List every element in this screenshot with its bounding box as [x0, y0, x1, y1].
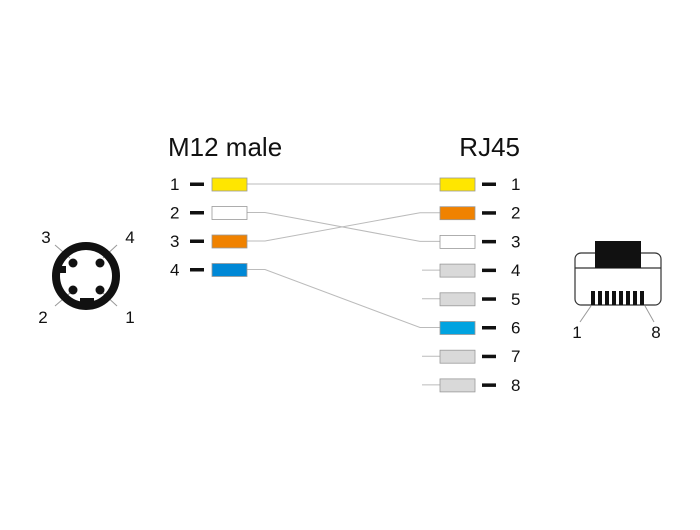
rj45-wire-color-box — [439, 206, 476, 221]
wires — [247, 183, 440, 386]
m12-pin-dash — [190, 268, 204, 272]
m12-pin-number: 4 — [170, 261, 179, 280]
rj45-wire-color-box — [439, 177, 476, 192]
rj45-wire-color-box — [439, 378, 476, 393]
m12-pin-2: 2 — [170, 204, 248, 223]
wire-m12-4-to-rj45-6 — [247, 269, 440, 328]
rj45-contact — [640, 291, 644, 305]
rj45-pin-number: 7 — [511, 347, 520, 366]
rj45-pin-6: 6 — [439, 319, 520, 338]
m12-connector-face: 3 4 2 1 — [38, 228, 134, 327]
m12-pin-2-contact — [68, 285, 78, 295]
rj45-contacts — [591, 291, 644, 305]
m12-pin-3-contact — [68, 258, 78, 268]
rj45-pin-2: 2 — [439, 204, 520, 223]
rj45-pin-number: 1 — [511, 175, 520, 194]
rj45-pin-3: 3 — [439, 232, 520, 251]
wire-m12-3-to-rj45-2 — [247, 212, 440, 242]
m12-heading: M12 male — [168, 132, 282, 162]
m12-pin-4: 4 — [170, 261, 248, 280]
rj45-pin-number: 4 — [511, 261, 520, 280]
rj45-contact — [598, 291, 602, 305]
m12-pin-list: 1 2 3 4 — [170, 175, 248, 280]
rj45-pin-dash — [482, 182, 496, 186]
rj45-connector-face: 1 8 — [572, 241, 662, 342]
m12-pin-3: 3 — [170, 232, 248, 251]
m12-face-label-4: 4 — [125, 228, 134, 247]
rj45-pin-5: 5 — [439, 290, 520, 309]
m12-face-label-3: 3 — [41, 228, 50, 247]
m12-wire-color-box — [211, 177, 248, 192]
rj45-wire-color-box — [439, 321, 476, 335]
rj45-pin-number: 3 — [511, 232, 520, 251]
rj45-pin-number: 8 — [511, 376, 520, 395]
m12-pin-dash — [190, 239, 204, 243]
rj45-wire-color-box — [439, 349, 476, 364]
rj45-pin-number: 6 — [511, 319, 520, 338]
rj45-contact — [626, 291, 630, 305]
m12-wire-color-box — [211, 263, 248, 277]
rj45-contact — [605, 291, 609, 305]
rj45-pin-dash — [482, 297, 496, 301]
rj45-pin-list: 1 2 3 4 5 6 7 8 — [439, 175, 520, 395]
m12-pin-number: 3 — [170, 232, 179, 251]
m12-pin-number: 2 — [170, 204, 179, 223]
rj45-face-label-8: 8 — [651, 323, 660, 342]
rj45-pin-dash — [482, 239, 496, 244]
rj45-pin-dash — [482, 383, 496, 387]
rj45-contact — [612, 291, 616, 305]
rj45-wire-color-box — [439, 234, 476, 249]
m12-wire-color-box — [211, 206, 248, 220]
rj45-pin-8: 8 — [439, 376, 520, 395]
rj45-pin-1: 1 — [439, 175, 520, 194]
rj45-contact — [591, 291, 595, 305]
rj45-face-label-1: 1 — [572, 323, 581, 342]
rj45-pin-number: 2 — [511, 204, 520, 223]
rj45-wire-color-box — [439, 292, 476, 307]
rj45-pin-7: 7 — [439, 347, 520, 366]
rj45-pin-dash — [482, 354, 496, 359]
m12-face-label-1: 1 — [125, 308, 134, 327]
m12-housing-ring — [52, 242, 120, 310]
rj45-pin-dash — [482, 326, 496, 330]
rj45-pin-dash — [482, 211, 496, 215]
m12-face-label-2: 2 — [38, 308, 47, 327]
rj45-contact — [633, 291, 637, 305]
m12-key-bottom — [80, 298, 94, 305]
m12-pin-dash — [190, 211, 204, 215]
rj45-pin-dash — [482, 268, 496, 273]
rj45-heading: RJ45 — [459, 132, 520, 162]
rj45-pin-number: 5 — [511, 290, 520, 309]
rj45-pin-4: 4 — [439, 261, 520, 280]
m12-key-notch — [59, 266, 66, 273]
m12-pin-number: 1 — [170, 175, 179, 194]
rj45-latch — [595, 241, 641, 268]
m12-pin-1: 1 — [170, 175, 248, 194]
m12-wire-color-box — [211, 234, 248, 249]
rj45-wire-color-box — [439, 263, 476, 278]
rj45-contact — [619, 291, 623, 305]
m12-pin-dash — [190, 182, 204, 186]
m12-pin-1-contact — [95, 285, 105, 295]
m12-pin-4-contact — [95, 258, 105, 268]
